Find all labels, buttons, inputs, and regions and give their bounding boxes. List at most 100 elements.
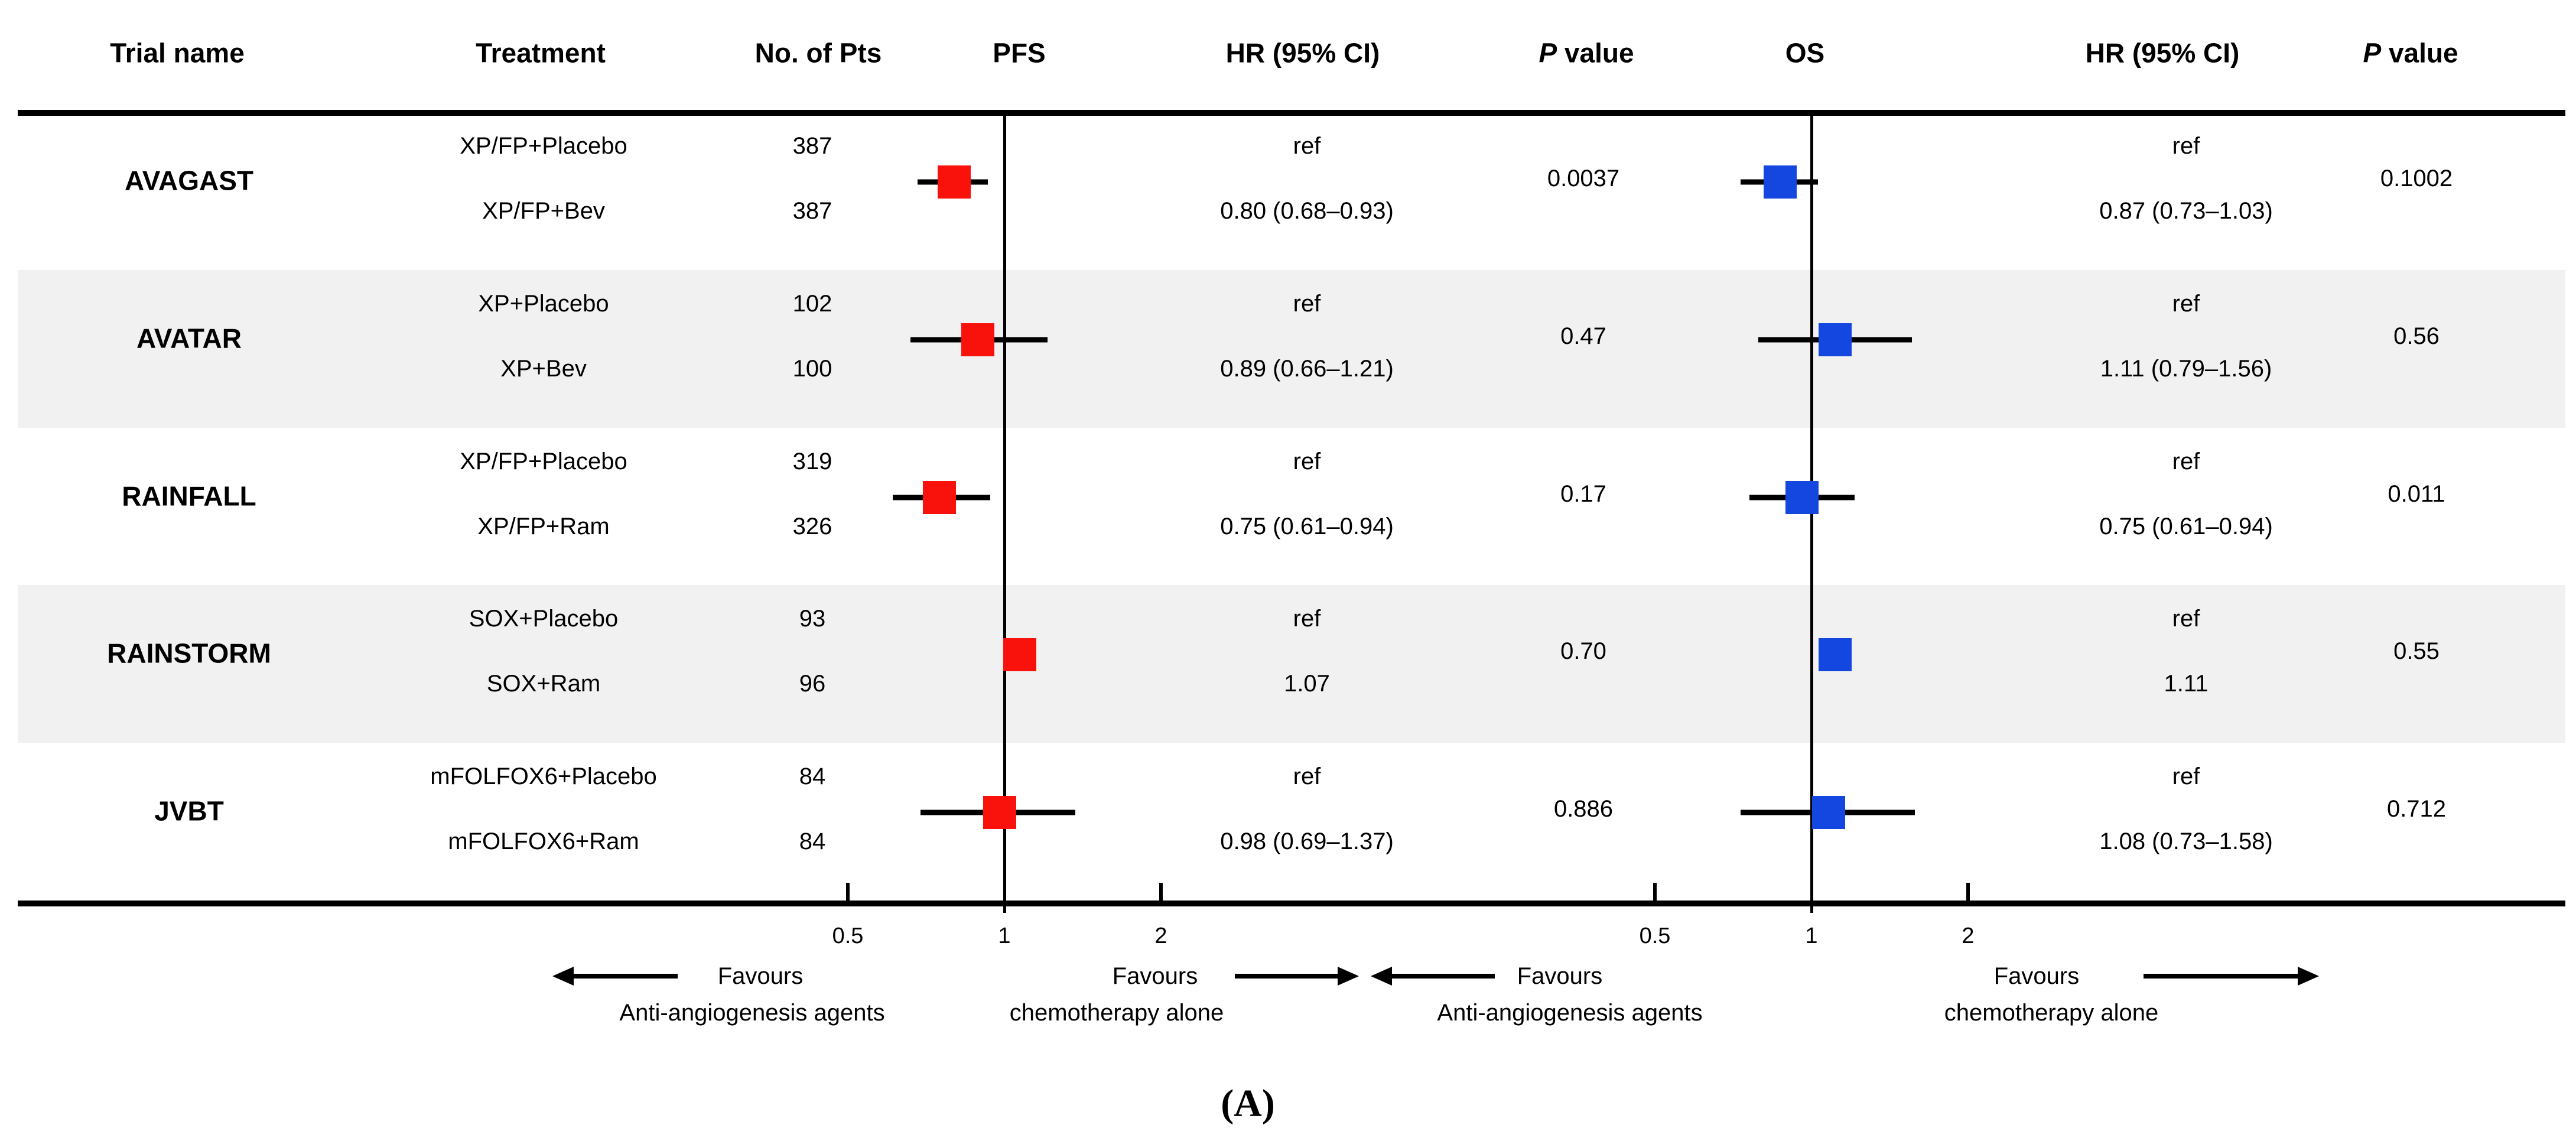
hr-ref-text-pfs: ref (1293, 606, 1321, 632)
col-header-p_pfs: P value (1539, 37, 1634, 69)
pfs-marker (1003, 638, 1036, 672)
p-value-os: 0.712 (2386, 796, 2447, 823)
p-value-pfs: 0.70 (1560, 638, 1606, 665)
treatment-label: XP/FP+Placebo (460, 448, 627, 474)
hr-value-text-pfs: 0.98 (0.69–1.37) (1220, 828, 1394, 855)
hr-value-text-os: 1.08 (0.73–1.58) (2099, 828, 2273, 855)
n-pts: 102 (792, 290, 832, 317)
os-marker (1818, 323, 1852, 356)
hr-ref-text-os: ref (2172, 606, 2200, 632)
treatment-label: mFOLFOX6+Ram (448, 828, 639, 855)
favours-label: Favours (717, 963, 804, 989)
trial-name: RAINSTORM (107, 638, 271, 669)
axis-tick-pfs (846, 883, 850, 901)
n-pts: 326 (792, 513, 832, 539)
treatment-label: XP+Placebo (478, 290, 609, 317)
hr-ref-text-pfs: ref (1293, 763, 1321, 790)
favours-label: Favours (1112, 963, 1198, 989)
n-pts: 387 (792, 133, 832, 159)
reference-line-os (1810, 116, 1813, 913)
right-arrow-icon (2144, 967, 2319, 986)
axis-rule (18, 901, 2565, 906)
os-marker (1818, 638, 1852, 672)
tick-label-pfs: 0.5 (832, 924, 864, 949)
n-pts: 387 (792, 198, 832, 224)
hr-value-text-pfs: 0.75 (0.61–0.94) (1220, 513, 1394, 539)
col-header-os: OS (1785, 37, 1825, 69)
hr-ref-text-os: ref (2172, 448, 2200, 474)
col-header-pfs: PFS (993, 37, 1046, 69)
p-italic: P (2363, 37, 2382, 69)
treatment-label: XP+Bev (500, 355, 587, 382)
tick-label-os: 0.5 (1639, 924, 1671, 949)
treatment-label: XP/FP+Placebo (460, 133, 627, 159)
header-rule (18, 110, 2565, 116)
p-value-pfs: 0.47 (1560, 323, 1606, 349)
treatment-label: XP/FP+Ram (477, 513, 610, 539)
col-header-trial: Trial name (110, 37, 245, 69)
treatment-label: XP/FP+Bev (482, 198, 605, 224)
p-value-os: 0.56 (2393, 323, 2440, 349)
os-marker (1763, 165, 1797, 199)
hr-ref-text-os: ref (2172, 763, 2200, 790)
hr-ref-text-os: ref (2172, 133, 2200, 159)
trial-name: RAINFALL (122, 480, 256, 512)
favours-target-label: Anti-angiogenesis agents (1437, 1000, 1703, 1026)
axis-tick-os (1966, 883, 1970, 901)
p-value-pfs: 0.17 (1560, 480, 1606, 507)
treatment-label: SOX+Placebo (469, 606, 619, 632)
n-pts: 319 (792, 448, 832, 474)
p-value-os: 0.55 (2393, 638, 2440, 665)
trial-name: AVATAR (136, 323, 242, 354)
treatment-label: SOX+Ram (486, 671, 601, 697)
arrow-head (1371, 967, 1392, 986)
pfs-marker (961, 323, 995, 356)
arrow-head (552, 967, 574, 986)
left-arrow-icon (1371, 967, 1495, 986)
os-marker (1785, 480, 1819, 514)
hr-ref-text-pfs: ref (1293, 290, 1321, 317)
reference-line-pfs (1003, 116, 1006, 913)
p-italic: P (1539, 37, 1557, 69)
hr-ref-text-os: ref (2172, 290, 2200, 317)
arrow-shaft (570, 974, 678, 979)
pfs-marker (983, 796, 1017, 830)
axis-tick-pfs (1159, 883, 1163, 901)
p-value-os: 0.1002 (2380, 165, 2453, 191)
arrow-shaft (1388, 974, 1495, 979)
pfs-marker (923, 480, 956, 514)
n-pts: 84 (799, 828, 826, 855)
hr-value-text-os: 1.11 (2164, 671, 2209, 697)
favours-target-label: chemotherapy alone (1009, 1000, 1224, 1026)
p-value-os: 0.011 (2388, 480, 2445, 507)
favours-target-label: chemotherapy alone (1944, 1000, 2159, 1026)
p-value-pfs: 0.0037 (1547, 165, 1620, 191)
pfs-marker (937, 165, 971, 199)
axis-tick-os (1653, 883, 1657, 901)
hr-value-text-pfs: 0.89 (0.66–1.21) (1220, 355, 1394, 382)
n-pts: 96 (799, 671, 826, 697)
n-pts: 100 (792, 355, 832, 382)
hr-value-text-os: 0.75 (0.61–0.94) (2099, 513, 2273, 539)
tick-label-pfs: 1 (998, 924, 1011, 949)
hr-value-text-os: 1.11 (0.79–1.56) (2100, 355, 2272, 382)
n-pts: 93 (799, 606, 826, 632)
col-header-n: No. of Pts (754, 37, 882, 69)
col-header-hr_pfs: HR (95% CI) (1225, 37, 1380, 69)
col-header-treatment: Treatment (476, 37, 606, 69)
hr-ref-text-pfs: ref (1293, 133, 1321, 159)
p-value-pfs: 0.886 (1553, 796, 1614, 823)
favours-target-label: Anti-angiogenesis agents (619, 1000, 885, 1026)
hr-value-text-os: 0.87 (0.73–1.03) (2099, 198, 2273, 224)
hr-ref-text-pfs: ref (1293, 448, 1321, 474)
hr-value-text-pfs: 0.80 (0.68–0.93) (1220, 198, 1394, 224)
row-shade-band (18, 269, 2565, 428)
col-header-p_os: P value (2363, 37, 2458, 69)
arrow-shaft (1235, 974, 1341, 979)
tick-label-os: 1 (1805, 924, 1818, 949)
treatment-label: mFOLFOX6+Placebo (430, 763, 657, 790)
arrow-shaft (2144, 974, 2301, 979)
tick-label-os: 2 (1962, 924, 1975, 949)
hr-value-text-pfs: 1.07 (1284, 671, 1330, 697)
trial-name: JVBT (154, 795, 224, 827)
